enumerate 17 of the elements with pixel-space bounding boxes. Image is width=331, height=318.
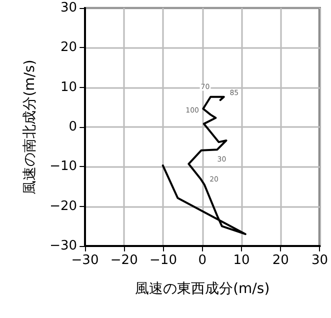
y-tick-label: 10 (60, 80, 77, 95)
x-axis-title: 風速の東西成分(m/s) (135, 281, 270, 297)
x-tick-label: 30 (311, 253, 328, 268)
x-tick-label: 0 (198, 253, 207, 268)
y-tick-label: 30 (60, 0, 77, 16)
x-tick-label: 20 (272, 253, 289, 268)
y-tick-label: 0 (68, 120, 77, 134)
x-tick-label: −10 (150, 253, 177, 268)
y-tick-label: 20 (60, 40, 77, 56)
y-tick-label: −20 (50, 198, 77, 214)
y-axis-title: 風速の南北成分(m/s) (22, 60, 38, 194)
y-tick-label: −30 (50, 238, 77, 254)
x-tick-label: −30 (71, 253, 99, 268)
y-tick-label: −10 (50, 159, 77, 174)
line-series (162, 96, 246, 236)
x-tick-label: 10 (233, 253, 250, 268)
x-tick-label: −20 (110, 253, 138, 268)
